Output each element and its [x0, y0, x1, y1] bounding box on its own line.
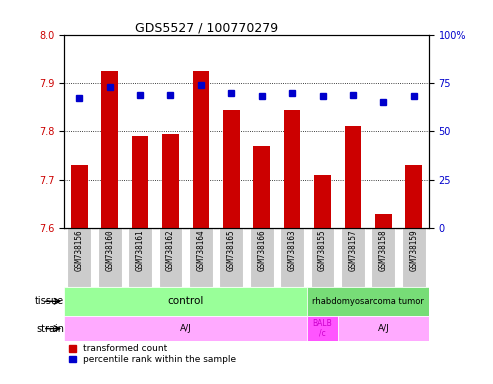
Bar: [284, 109, 300, 228]
Text: GSM738161: GSM738161: [136, 230, 144, 271]
Bar: [102, 71, 118, 228]
FancyBboxPatch shape: [250, 228, 274, 287]
Text: GSM738155: GSM738155: [318, 230, 327, 271]
Bar: [223, 109, 240, 228]
Text: GSM738160: GSM738160: [105, 230, 114, 271]
FancyBboxPatch shape: [68, 228, 91, 287]
Bar: [405, 165, 422, 228]
Text: GSM738156: GSM738156: [75, 230, 84, 271]
Text: GSM738163: GSM738163: [287, 230, 297, 271]
Text: rhabdomyosarcoma tumor: rhabdomyosarcoma tumor: [312, 297, 424, 306]
Bar: [345, 126, 361, 228]
FancyBboxPatch shape: [128, 228, 152, 287]
Text: A/J: A/J: [378, 324, 389, 333]
Text: GSM738158: GSM738158: [379, 230, 388, 271]
FancyBboxPatch shape: [280, 228, 304, 287]
Text: GSM738159: GSM738159: [409, 230, 418, 271]
Text: GSM738157: GSM738157: [349, 230, 357, 271]
Text: control: control: [168, 296, 204, 306]
FancyBboxPatch shape: [311, 228, 334, 287]
Bar: [253, 146, 270, 228]
Bar: [162, 134, 179, 228]
Bar: [64, 287, 307, 316]
Text: strain: strain: [36, 324, 64, 334]
Text: A/J: A/J: [180, 324, 192, 333]
Bar: [338, 316, 429, 341]
Text: BALB
/c: BALB /c: [313, 319, 332, 338]
Bar: [132, 136, 148, 228]
Text: GDS5527 / 100770279: GDS5527 / 100770279: [136, 21, 279, 34]
Text: GSM738164: GSM738164: [196, 230, 206, 271]
FancyBboxPatch shape: [98, 228, 122, 287]
Bar: [71, 165, 88, 228]
FancyBboxPatch shape: [371, 228, 395, 287]
Text: GSM738165: GSM738165: [227, 230, 236, 271]
Bar: [307, 316, 338, 341]
Bar: [314, 175, 331, 228]
Legend: transformed count, percentile rank within the sample: transformed count, percentile rank withi…: [69, 344, 236, 364]
Text: GSM738166: GSM738166: [257, 230, 266, 271]
FancyBboxPatch shape: [341, 228, 365, 287]
Text: GSM738162: GSM738162: [166, 230, 175, 271]
FancyBboxPatch shape: [402, 228, 425, 287]
Text: tissue: tissue: [35, 296, 64, 306]
Bar: [64, 316, 307, 341]
Bar: [193, 71, 209, 228]
FancyBboxPatch shape: [189, 228, 213, 287]
Bar: [307, 287, 429, 316]
Bar: [375, 214, 391, 228]
FancyBboxPatch shape: [219, 228, 243, 287]
FancyBboxPatch shape: [159, 228, 182, 287]
